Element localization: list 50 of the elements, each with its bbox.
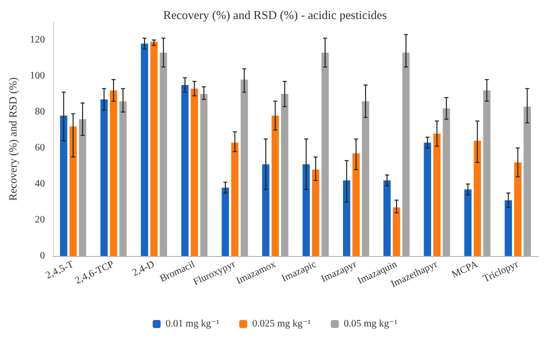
bar: [474, 140, 481, 256]
bar: [262, 164, 270, 256]
y-tick-label: 20: [34, 214, 45, 226]
bar: [402, 52, 410, 256]
bar: [150, 42, 158, 256]
x-tick-label: MCPA: [450, 258, 480, 281]
chart-title: Recovery (%) and RSD (%) - acidic pesticides: [163, 8, 388, 22]
bar: [392, 207, 400, 256]
bar: [160, 52, 168, 256]
bar: [302, 164, 310, 256]
bar: [383, 180, 391, 256]
bar: [240, 80, 248, 256]
bar: [222, 188, 229, 256]
bar: [504, 200, 512, 256]
y-tick-label: 40: [34, 178, 45, 190]
bar: [231, 142, 238, 256]
y-tick-label: 60: [34, 142, 45, 154]
bar: [483, 90, 490, 256]
bar: [200, 94, 208, 256]
legend-label: 0.01 mg kg⁻¹: [166, 318, 220, 330]
bar: [362, 101, 370, 256]
bar: [110, 90, 118, 256]
y-tick-label: 0: [40, 250, 45, 262]
y-tick-label: 100: [30, 70, 45, 82]
y-axis-title: Recovery (%) and RSD (%): [8, 76, 20, 201]
legend-label: 0.025 mg kg⁻¹: [252, 318, 311, 330]
legend-label: 0.05 mg kg⁻¹: [344, 318, 398, 330]
bar: [442, 108, 450, 256]
bar: [78, 119, 86, 256]
y-tick-label: 80: [34, 106, 45, 118]
bar: [119, 101, 127, 256]
bar: [433, 134, 441, 256]
bar: [281, 94, 288, 256]
bar: [424, 142, 432, 256]
bar: [342, 180, 350, 256]
bar: [272, 116, 279, 256]
bar: [514, 162, 522, 256]
bar: [190, 88, 198, 256]
bar: [464, 189, 472, 256]
bar: [140, 44, 148, 256]
bar: [321, 52, 329, 256]
bar: [69, 126, 77, 256]
bar: [100, 99, 108, 256]
bar: [181, 85, 189, 256]
bar: [524, 106, 531, 256]
x-tick-label: 2,4-D: [130, 259, 156, 279]
bar: [352, 153, 360, 256]
bar: [60, 116, 68, 256]
bar: [312, 170, 320, 256]
y-tick-label: 120: [30, 34, 45, 46]
